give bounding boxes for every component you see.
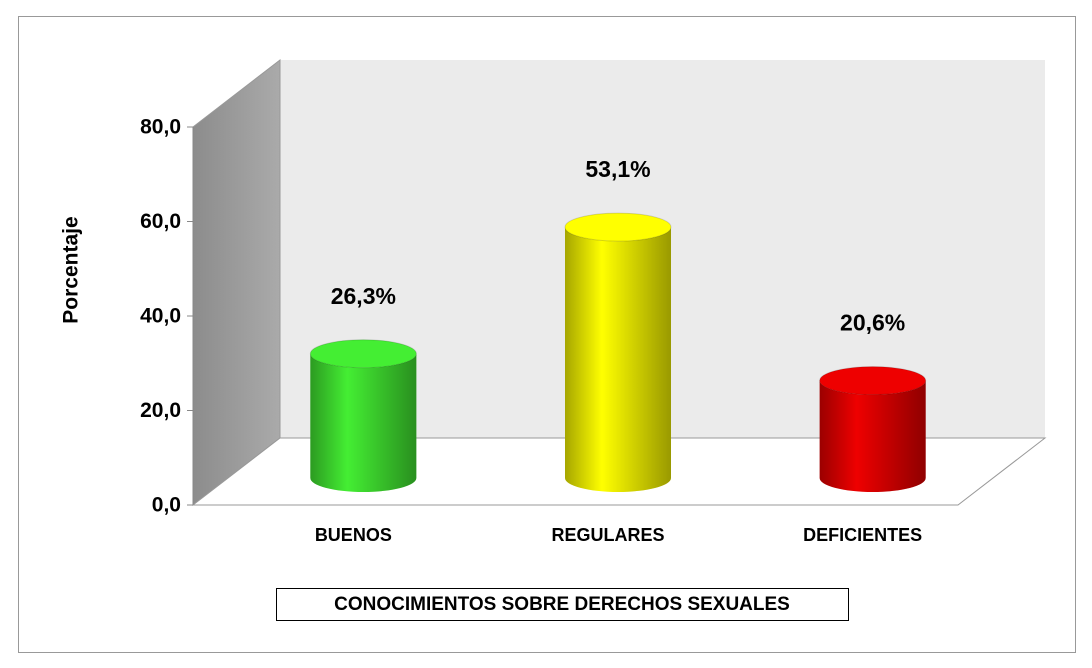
y-tick-label: 60,0 (140, 210, 181, 233)
y-tick-label: 0,0 (152, 494, 181, 517)
x-axis-title: CONOCIMIENTOS SOBRE DERECHOS SEXUALES (334, 594, 790, 615)
x-tick-label: BUENOS (315, 525, 392, 545)
bar-top (309, 339, 417, 369)
bar-shade (310, 353, 417, 493)
value-label: 26,3% (331, 283, 396, 309)
bar-top (819, 366, 927, 396)
y-tick-label: 20,0 (140, 399, 181, 422)
value-label: 20,6% (840, 310, 905, 336)
bar-top (564, 212, 672, 242)
x-axis-title-box (276, 588, 849, 621)
x-tick-label: REGULARES (551, 525, 664, 545)
bar-shade (565, 227, 671, 493)
x-tick-label: DEFICIENTES (803, 525, 922, 545)
y-tick-label: 40,0 (140, 305, 181, 328)
side-wall (192, 58, 281, 507)
bar-shade (819, 380, 926, 493)
value-label: 53,1% (585, 156, 650, 182)
y-tick-label: 80,0 (140, 116, 181, 139)
y-axis-title: Porcentaje (60, 216, 83, 323)
